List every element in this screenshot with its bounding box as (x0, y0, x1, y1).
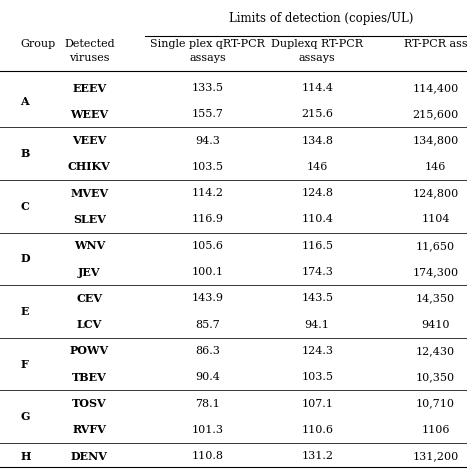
Text: E: E (20, 306, 28, 317)
Text: DENV: DENV (71, 451, 108, 462)
Text: RT-PCR ass: RT-PCR ass (404, 39, 467, 49)
Text: 86.3: 86.3 (195, 346, 220, 356)
Text: 174.3: 174.3 (301, 267, 333, 277)
Text: CEV: CEV (76, 293, 102, 304)
Text: A: A (20, 96, 29, 107)
Text: D: D (20, 254, 30, 264)
Text: CHIKV: CHIKV (68, 162, 111, 173)
Text: Limits of detection (copies/UL): Limits of detection (copies/UL) (229, 12, 414, 25)
Text: 10,710: 10,710 (416, 399, 455, 409)
Text: 146: 146 (307, 162, 328, 172)
Text: 133.5: 133.5 (191, 83, 224, 93)
Text: 124.3: 124.3 (301, 346, 333, 356)
Text: 143.9: 143.9 (191, 293, 224, 303)
Text: 85.7: 85.7 (195, 319, 220, 329)
Text: 107.1: 107.1 (301, 399, 333, 409)
Text: 12,430: 12,430 (416, 346, 455, 356)
Text: 146: 146 (425, 162, 446, 172)
Text: 131.2: 131.2 (301, 451, 333, 461)
Text: POWV: POWV (70, 346, 109, 356)
Text: 110.4: 110.4 (301, 215, 333, 225)
Text: 114.4: 114.4 (301, 83, 333, 93)
Text: 131,200: 131,200 (412, 451, 459, 461)
Text: 116.5: 116.5 (301, 241, 333, 251)
Text: TBEV: TBEV (72, 372, 107, 383)
Text: 1104: 1104 (421, 215, 450, 225)
Text: 94.1: 94.1 (305, 319, 329, 329)
Text: 110.6: 110.6 (301, 425, 333, 435)
Text: RVFV: RVFV (73, 424, 106, 435)
Text: 215,600: 215,600 (412, 109, 459, 119)
Text: TOSV: TOSV (72, 398, 107, 409)
Text: 134.8: 134.8 (301, 136, 333, 146)
Text: 215.6: 215.6 (301, 109, 333, 119)
Text: Group: Group (20, 39, 55, 49)
Text: C: C (20, 201, 29, 212)
Text: 116.9: 116.9 (191, 215, 224, 225)
Text: LCV: LCV (77, 319, 102, 330)
Text: 155.7: 155.7 (192, 109, 224, 119)
Text: WNV: WNV (74, 240, 105, 251)
Text: MVEV: MVEV (70, 188, 109, 199)
Text: Detected
viruses: Detected viruses (64, 39, 115, 63)
Text: 124.8: 124.8 (301, 188, 333, 198)
Text: VEEV: VEEV (72, 135, 107, 146)
Text: 103.5: 103.5 (301, 372, 333, 382)
Text: 9410: 9410 (421, 319, 450, 329)
Text: 110.8: 110.8 (191, 451, 224, 461)
Text: 143.5: 143.5 (301, 293, 333, 303)
Text: SLEV: SLEV (73, 214, 106, 225)
Text: 10,350: 10,350 (416, 372, 455, 382)
Text: Duplexq RT-PCR
assays: Duplexq RT-PCR assays (271, 39, 363, 63)
Text: 78.1: 78.1 (195, 399, 220, 409)
Text: EEEV: EEEV (72, 82, 106, 93)
Text: H: H (20, 451, 30, 462)
Text: JEV: JEV (78, 266, 100, 278)
Text: 174,300: 174,300 (412, 267, 458, 277)
Text: B: B (20, 148, 29, 159)
Text: 103.5: 103.5 (191, 162, 224, 172)
Text: 1106: 1106 (421, 425, 450, 435)
Text: 11,650: 11,650 (416, 241, 455, 251)
Text: 114.2: 114.2 (191, 188, 224, 198)
Text: WEEV: WEEV (70, 109, 109, 120)
Text: 14,350: 14,350 (416, 293, 455, 303)
Text: 94.3: 94.3 (195, 136, 220, 146)
Text: 101.3: 101.3 (191, 425, 224, 435)
Text: 105.6: 105.6 (191, 241, 224, 251)
Text: Single plex qRT-PCR
assays: Single plex qRT-PCR assays (150, 39, 265, 63)
Text: 134,800: 134,800 (412, 136, 459, 146)
Text: 100.1: 100.1 (191, 267, 224, 277)
Text: 90.4: 90.4 (195, 372, 220, 382)
Text: 124,800: 124,800 (412, 188, 459, 198)
Text: F: F (20, 359, 28, 370)
Text: 114,400: 114,400 (412, 83, 459, 93)
Text: G: G (20, 411, 29, 422)
